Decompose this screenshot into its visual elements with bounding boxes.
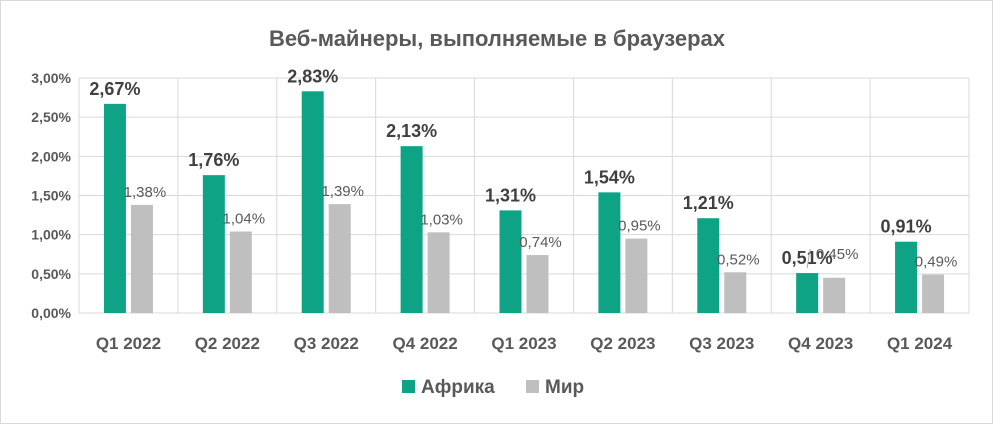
bars: [103, 91, 945, 313]
y-tick-label: 2,00%: [31, 148, 71, 164]
data-label-world: 0,45%: [816, 246, 859, 263]
data-label-world: 0,95%: [618, 218, 661, 235]
data-label-africa: 1,21%: [683, 193, 734, 213]
data-label-world: 1,04%: [223, 211, 266, 228]
y-tick-label: 3,00%: [31, 70, 71, 86]
bar-africa: [499, 210, 522, 313]
x-tick-label: Q1 2022: [96, 334, 161, 353]
x-axis-ticks: Q1 2022 Q2 2022 Q3 2022 Q4 2022 Q1 2023 Q2 20…: [96, 334, 953, 353]
legend-label-africa: Африка: [421, 377, 495, 398]
data-label-world: 1,03%: [420, 211, 463, 228]
bar-africa: [895, 241, 918, 313]
x-tick-label: Q1 2024: [887, 334, 953, 353]
y-tick-label: 1,50%: [31, 188, 71, 204]
legend-swatch-world: [526, 380, 539, 393]
data-label-world: 1,38%: [124, 184, 167, 201]
legend-swatch-africa: [402, 380, 415, 393]
legend: Африка Мир: [402, 377, 584, 398]
bar-world: [328, 204, 351, 313]
x-tick-label: Q1 2023: [491, 334, 556, 353]
data-label-africa: 2,83%: [287, 66, 338, 86]
bar-africa: [400, 146, 423, 313]
x-tick-label: Q2 2023: [590, 334, 655, 353]
data-label-world: 0,52%: [717, 251, 760, 268]
y-tick-label: 0,00%: [31, 305, 71, 321]
bar-world: [130, 204, 153, 313]
label-leader-line: [806, 248, 811, 269]
x-tick-label: Q2 2022: [195, 334, 260, 353]
data-label-africa: 1,76%: [188, 150, 239, 170]
bar-africa: [202, 175, 225, 313]
data-label-world: 1,39%: [321, 183, 364, 200]
bar-africa: [598, 192, 621, 313]
bar-africa: [103, 103, 126, 313]
bar-world: [922, 274, 945, 313]
data-label-africa: 1,54%: [584, 167, 635, 187]
bar-world: [823, 277, 846, 313]
x-tick-label: Q3 2023: [689, 334, 754, 353]
bar-africa: [301, 91, 324, 313]
bar-world: [427, 232, 450, 313]
legend-label-world: Мир: [545, 377, 584, 398]
data-label-africa: 0,91%: [881, 217, 932, 237]
data-label-world: 0,49%: [915, 254, 958, 271]
bar-africa: [697, 218, 720, 313]
bar-africa: [796, 273, 819, 313]
bar-world: [526, 255, 549, 313]
y-tick-label: 2,50%: [31, 109, 71, 125]
data-label-africa: 1,31%: [485, 185, 536, 205]
x-tick-label: Q3 2022: [294, 334, 359, 353]
bar-world: [229, 231, 252, 313]
chart-title: Веб-майнеры, выполняемые в браузерах: [269, 26, 726, 51]
bar-world: [625, 238, 648, 313]
data-labels: 2,67% 1,38% 1,76% 1,04% 2,83% 1,39% 2,13% 1,03%…: [89, 66, 957, 270]
y-tick-label: 1,00%: [31, 227, 71, 243]
data-label-africa: 0,51%: [782, 248, 833, 268]
data-label-world: 0,74%: [519, 234, 562, 251]
bar-world: [724, 272, 747, 313]
y-axis-ticks: 0,00% 0,50% 1,00% 1,50% 2,00% 2,50% 3,00%: [31, 70, 71, 321]
y-tick-label: 0,50%: [31, 266, 71, 282]
x-tick-label: Q4 2022: [392, 334, 457, 353]
data-label-africa: 2,13%: [386, 121, 437, 141]
x-tick-label: Q4 2023: [788, 334, 853, 353]
data-label-africa: 2,67%: [89, 79, 140, 99]
gridlines: [78, 77, 970, 314]
